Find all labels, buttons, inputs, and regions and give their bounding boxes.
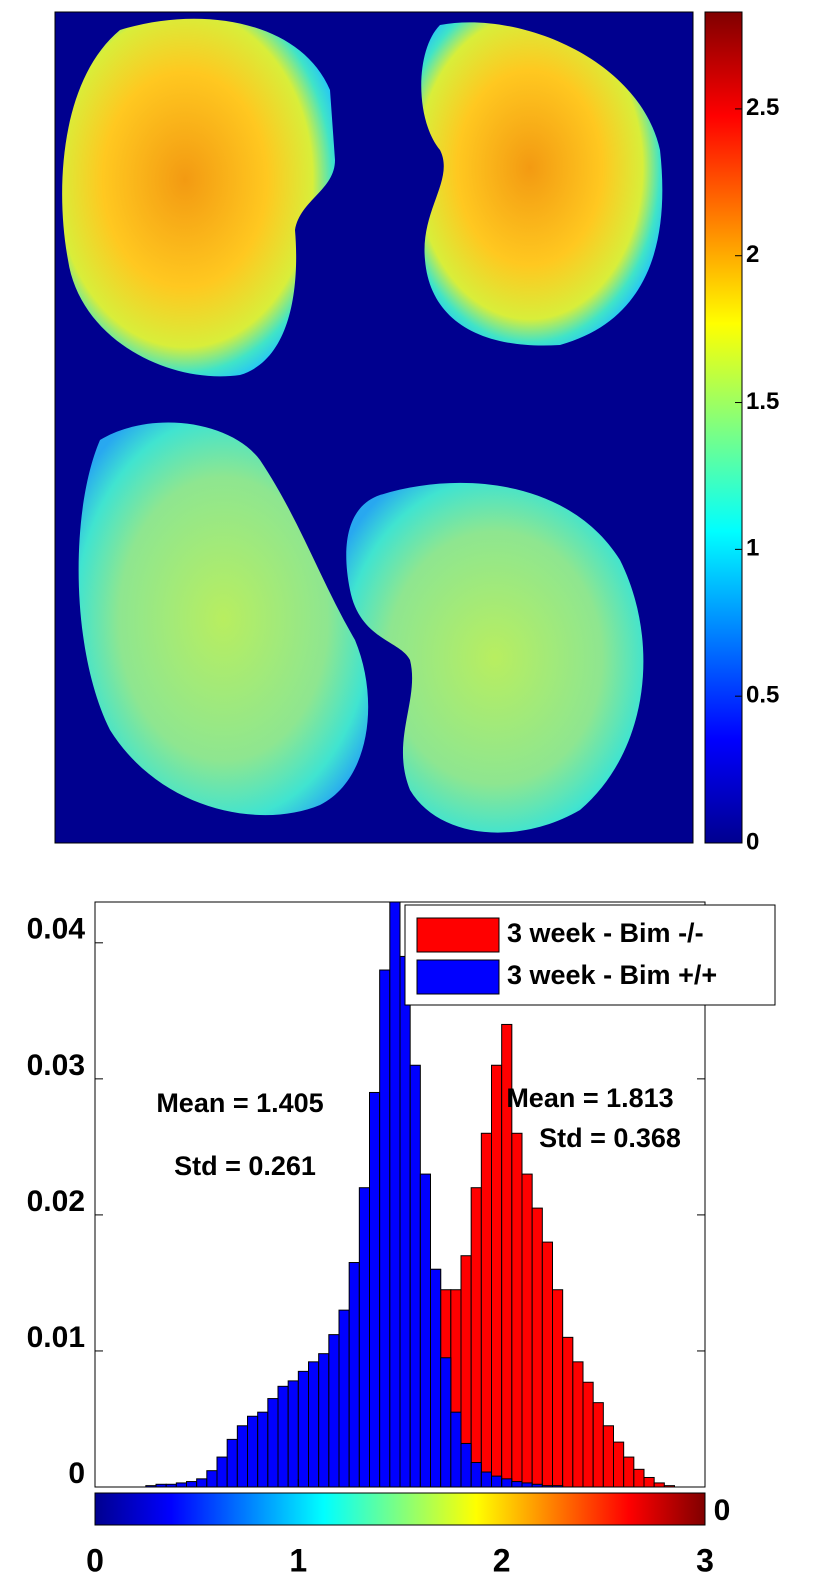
y-tick-label: 0 [68, 1457, 85, 1490]
legend-swatch [416, 917, 500, 953]
y-tick-label: 0.04 [27, 913, 86, 946]
bar [196, 1478, 208, 1488]
colorbar [704, 11, 743, 844]
bar [531, 1207, 543, 1488]
bar [613, 1441, 625, 1488]
bar [501, 1478, 513, 1488]
bar [521, 1173, 533, 1488]
bar [379, 969, 391, 1488]
annotation: Mean = 1.813 [506, 1083, 673, 1113]
annotation: Std = 0.261 [174, 1151, 316, 1181]
kidney [62, 18, 335, 377]
kidney [421, 22, 663, 346]
bar [399, 955, 411, 1488]
colorbar [94, 1492, 706, 1526]
bar [369, 1091, 381, 1488]
colorbar-tick-label: 2.5 [746, 94, 779, 121]
histogram-panel: 0 0.01 0.02 0.03 0.04 0 1 2 3 Mean = 1.405 Std = 0… [27, 901, 776, 1578]
x-tick-label: 2 [493, 1542, 511, 1578]
bar [287, 1380, 299, 1488]
bar [470, 1462, 482, 1488]
bar [511, 1132, 523, 1488]
bar [440, 1357, 452, 1488]
bar [419, 1173, 432, 1488]
bar [226, 1438, 238, 1488]
x-tick-label: 3 [696, 1542, 714, 1578]
bar [633, 1468, 645, 1488]
bar [186, 1481, 198, 1488]
bar [175, 1482, 187, 1488]
bar [318, 1353, 330, 1488]
plot-frame [94, 901, 706, 1488]
colorbar-tick-label: 1.5 [746, 388, 779, 415]
bar [216, 1456, 228, 1488]
bar [236, 1425, 248, 1488]
colorbar-tick-label: 0.5 [746, 682, 779, 709]
annotation: 0 [714, 1494, 731, 1527]
x-tick-label: 1 [289, 1542, 307, 1578]
bar [643, 1476, 655, 1488]
bar [257, 1411, 269, 1488]
bar [358, 1187, 371, 1488]
bar [247, 1415, 259, 1488]
bar [328, 1334, 340, 1488]
heatmap-panel [54, 11, 743, 844]
bar [389, 901, 401, 1488]
legend: 3 week - Bim -/- 3 week - Bim +/+ [404, 904, 776, 1006]
legend-label: 3 week - Bim +/+ [507, 960, 717, 990]
bar [450, 1411, 462, 1488]
bar [602, 1425, 614, 1488]
bar [480, 1132, 493, 1488]
bar [277, 1385, 289, 1488]
bar [562, 1336, 574, 1488]
bar [430, 1268, 442, 1488]
bar [623, 1456, 635, 1488]
annotation: Mean = 1.405 [156, 1088, 323, 1118]
bar [480, 1471, 493, 1488]
y-tick-label: 0.02 [27, 1185, 85, 1218]
bar [338, 1309, 350, 1488]
colorbar-tick-label: 1 [746, 535, 759, 562]
kidney [346, 482, 644, 833]
bar [541, 1241, 553, 1488]
bar [297, 1370, 310, 1488]
bar [409, 1064, 421, 1488]
bar [572, 1361, 584, 1488]
y-tick-label: 0.03 [27, 1049, 85, 1082]
bar [308, 1361, 320, 1488]
colorbar-tick-label: 0 [746, 828, 759, 855]
legend-swatch [416, 959, 500, 995]
colorbar-tick-label: 2 [746, 241, 759, 268]
bar [511, 1481, 523, 1488]
bar [267, 1398, 279, 1488]
bar [491, 1475, 503, 1488]
x-tick-label: 0 [86, 1542, 104, 1578]
bar [206, 1470, 218, 1488]
y-tick-label: 0.01 [27, 1321, 85, 1354]
annotation: Std = 0.368 [539, 1123, 681, 1153]
bar [470, 1187, 482, 1488]
legend-label: 3 week - Bim -/- [507, 918, 704, 948]
bar [582, 1381, 594, 1488]
bar [653, 1482, 665, 1488]
bar [552, 1289, 564, 1488]
bar [592, 1402, 604, 1488]
kidney [78, 422, 369, 816]
bar [348, 1262, 360, 1488]
bar [491, 1064, 503, 1488]
bar [521, 1482, 533, 1488]
bar [460, 1442, 472, 1488]
